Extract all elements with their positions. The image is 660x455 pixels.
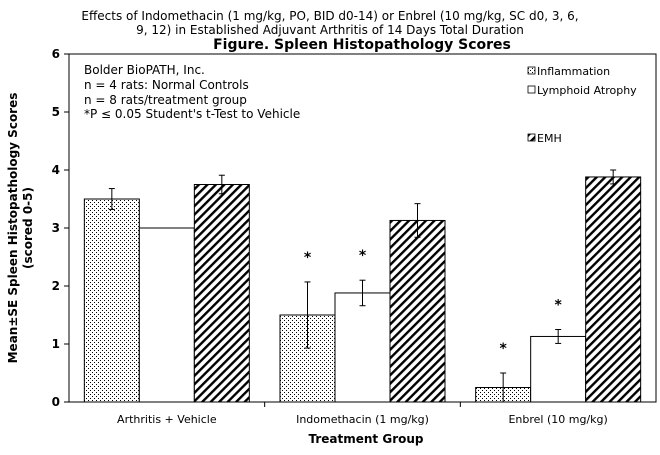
- y-axis: 0 1 2 3 4 5 6: [52, 47, 69, 409]
- significance-marker: *: [359, 248, 367, 264]
- x-tick-label: Enbrel (10 mg/kg): [508, 413, 607, 426]
- bar: [138, 227, 195, 403]
- y-tick-label: 4: [52, 163, 60, 177]
- note-controls: n = 4 rats: Normal Controls: [84, 78, 249, 92]
- legend-label-lymphoid-atrophy: Lymphoid Atrophy: [537, 84, 637, 97]
- legend-swatch-emh: [527, 133, 536, 142]
- note-treatment: n = 8 rats/treatment group: [84, 93, 247, 107]
- y-axis-label-line2: (scored 0-5): [21, 187, 35, 269]
- significance-marker: *: [304, 250, 312, 266]
- y-tick-label: 3: [52, 221, 60, 235]
- x-axis-label: Treatment Group: [308, 432, 423, 446]
- bar: [585, 176, 642, 403]
- y-axis-label-line1: Mean±SE Spleen Histopathology Scores: [6, 93, 20, 364]
- note-significance: *P ≤ 0.05 Student's t-Test to Vehicle: [84, 107, 300, 121]
- y-tick-label: 6: [52, 47, 60, 61]
- chart-title-line2: 9, 12) in Established Adjuvant Arthritis…: [136, 23, 524, 37]
- y-tick-label: 2: [52, 279, 60, 293]
- bars-layer: * * * *: [83, 169, 642, 403]
- chart-title-line1: Effects of Indomethacin (1 mg/kg, PO, BI…: [81, 9, 578, 23]
- y-tick-label: 1: [52, 337, 60, 351]
- note-company: Bolder BioPATH, Inc.: [84, 63, 205, 77]
- legend-swatch-lymphoid-atrophy: [527, 85, 536, 94]
- y-tick-label: 0: [52, 395, 60, 409]
- significance-marker: *: [555, 298, 563, 314]
- bar: [334, 292, 391, 403]
- x-tick-label: Indomethacin (1 mg/kg): [296, 413, 429, 426]
- legend-label-inflammation: Inflammation: [537, 65, 610, 78]
- y-tick-label: 5: [52, 105, 60, 119]
- bar: [389, 219, 446, 403]
- bar: [83, 198, 140, 403]
- bar: [193, 184, 250, 403]
- bar: [530, 335, 587, 403]
- chart-title: Figure. Spleen Histopathology Scores: [213, 37, 511, 53]
- x-axis: Arthritis + Vehicle Indomethacin (1 mg/kg…: [117, 402, 608, 426]
- x-tick-label: Arthritis + Vehicle: [117, 413, 217, 426]
- legend-label-emh: EMH: [537, 132, 562, 145]
- legend-swatch-inflammation: [527, 66, 536, 75]
- significance-marker: *: [500, 341, 508, 357]
- legend: Inflammation Lymphoid Atrophy EMH: [527, 65, 637, 145]
